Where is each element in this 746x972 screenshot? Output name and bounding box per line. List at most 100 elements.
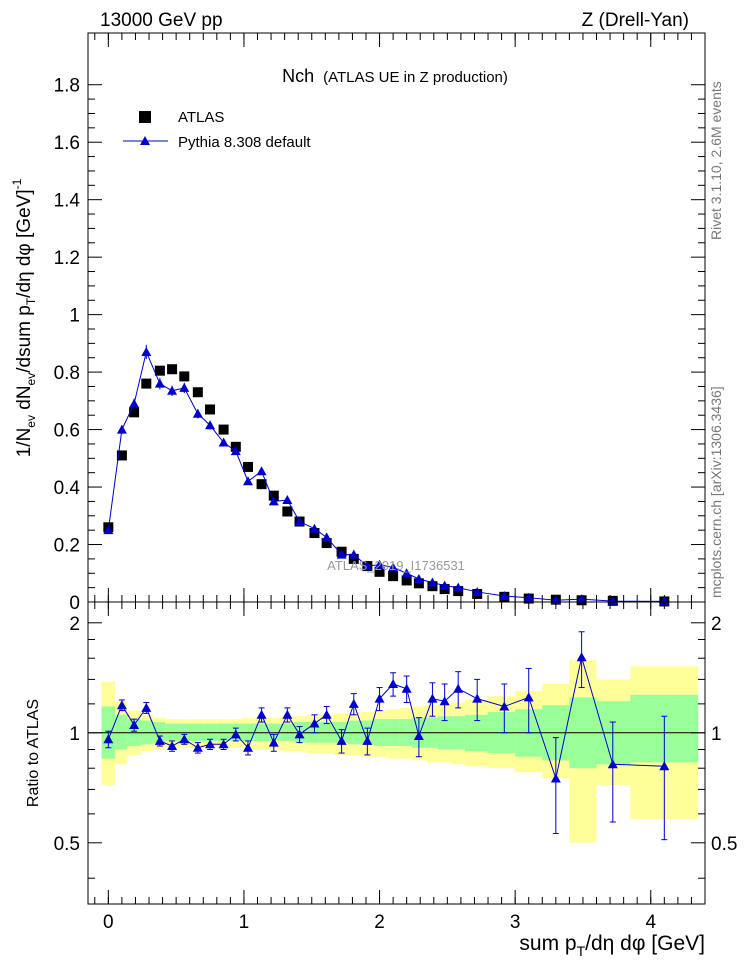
pythia-marker (294, 516, 305, 526)
pythia-marker (129, 398, 140, 408)
ratio-ytick-label-right: 2 (711, 614, 722, 635)
atlas-marker (218, 424, 229, 435)
pythia-marker (179, 382, 190, 392)
main-ytick-label: 0.4 (54, 478, 81, 499)
side-text-bottom: mcplots.cern.ch [arXiv:1306.3436] (708, 386, 724, 598)
ratio-pythia-marker (550, 773, 561, 783)
ratio-band-stat (216, 723, 230, 741)
ratio-band-stat (165, 723, 179, 741)
ratio-pythia-marker (167, 741, 178, 751)
pythia-marker (230, 446, 241, 456)
legend-marker-atlas (139, 111, 151, 123)
ratio-pythia-marker (116, 700, 127, 710)
pythia-marker (427, 577, 438, 587)
ratio-pythia-marker (413, 731, 424, 741)
atlas-marker (205, 404, 216, 415)
ratio-pythia-marker (659, 761, 670, 771)
xlabel: sum pT/dη dφ [GeV] (519, 932, 705, 959)
ratio-pythia-marker (282, 709, 293, 719)
atlas-marker (116, 450, 127, 461)
atlas-marker (192, 387, 203, 398)
ratio-band-stat (203, 723, 217, 741)
pythia-marker (523, 592, 534, 602)
main-ytick-label: 0.6 (54, 421, 80, 442)
ratio-band-stat (280, 723, 295, 741)
header-left: 13000 GeV pp (100, 10, 223, 31)
pythia-marker (659, 596, 670, 606)
ratio-band-stat (115, 714, 128, 750)
atlas-marker (179, 371, 190, 382)
ratio-ytick-label: 0.5 (54, 834, 80, 855)
pythia-marker (218, 437, 229, 447)
ratio-pythia-marker (268, 737, 279, 747)
main-title-bold: Nch (282, 66, 314, 86)
atlas-marker (256, 479, 267, 490)
atlas-marker (309, 528, 320, 539)
main-ytick-label: 1.4 (54, 191, 81, 212)
main-ytick-label: 1 (69, 306, 80, 327)
ratio-xtick-label: 0 (103, 912, 114, 933)
pythia-marker (321, 532, 332, 542)
pythia-marker (362, 561, 373, 571)
atlas-marker (154, 365, 165, 376)
ratio-pythia-marker (103, 734, 114, 744)
ratio-pythia-marker (336, 735, 347, 745)
main-title-sub: (ATLAS UE in Z production) (323, 69, 508, 86)
ratio-band-stat (242, 723, 255, 741)
pythia-marker (282, 494, 293, 504)
legend-marker-pythia (140, 136, 150, 145)
ratio-ytick-label: 2 (69, 614, 80, 635)
ratio-pythia-marker (321, 709, 332, 719)
pythia-marker (413, 574, 424, 584)
ratio-pythia-marker (388, 678, 399, 688)
ratio-plot-frame (87, 601, 706, 905)
main-ytick-label: 0.8 (54, 363, 80, 384)
pythia-marker (103, 525, 114, 535)
atlas-marker (413, 578, 424, 589)
ratio-pythia-marker (607, 759, 618, 769)
ratio-band-stat (178, 723, 192, 741)
ratio-xtick-label: 1 (239, 912, 250, 933)
atlas-marker (268, 490, 279, 501)
ratio-ytick-label-right: 1 (711, 724, 722, 745)
ratio-pythia-marker (472, 693, 483, 703)
main-ylabel: 1/Nev dNev/dsum pT/dη dφ [GeV]-1 (10, 178, 38, 457)
ratio-ytick-label: 1 (69, 724, 80, 745)
atlas-marker (282, 506, 293, 517)
ratio-pythia-marker (141, 702, 152, 712)
ratio-pythia-marker (218, 739, 229, 749)
pythia-marker (401, 568, 412, 578)
pythia-marker (499, 590, 510, 600)
atlas-marker (321, 538, 332, 549)
main-ytick-label: 0 (69, 593, 80, 614)
watermark: ATLAS_2019_I1736531 (327, 558, 465, 573)
side-text-top: Rivet 3.1.10, 2.6M events (708, 81, 724, 240)
ratio-pythia-marker (439, 696, 450, 706)
atlas-marker (388, 571, 399, 582)
ratio-pythia-marker (348, 698, 359, 708)
pythia-marker (374, 559, 385, 569)
pythia-marker (243, 476, 254, 486)
pythia-marker (154, 378, 165, 388)
legend-label-atlas: ATLAS (178, 109, 224, 126)
ratio-pythia-marker (256, 709, 267, 719)
atlas-marker (243, 461, 254, 472)
ratio-ylabel: Ratio to ATLAS (25, 699, 42, 807)
main-ytick-label: 1.6 (54, 133, 80, 154)
main-ytick-label: 1.2 (54, 248, 80, 269)
pythia-marker (348, 549, 359, 559)
ratio-band-stat (191, 723, 204, 741)
ratio-pythia-marker (294, 729, 305, 739)
ratio-pythia-marker (179, 734, 190, 744)
atlas-marker (167, 364, 178, 375)
ratio-xtick-label: 4 (645, 912, 656, 933)
atlas-marker (401, 575, 412, 586)
ratio-xtick-label: 2 (374, 912, 385, 933)
pythia-marker (576, 594, 587, 604)
pythia-marker (192, 408, 203, 418)
main-ytick-label: 1.8 (54, 76, 80, 97)
ratio-pythia-marker (205, 739, 216, 749)
ratio-pythia-marker (427, 693, 438, 703)
ratio-pythia-marker (129, 720, 140, 730)
